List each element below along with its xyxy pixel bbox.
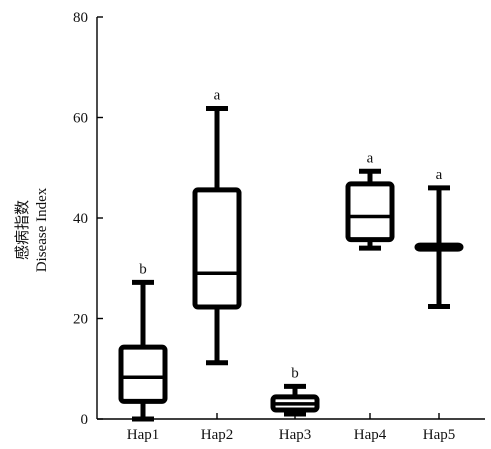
y-tick-label: 20 (73, 312, 88, 328)
x-tick-label: Hap5 (423, 427, 456, 443)
significance-label: a (436, 167, 443, 183)
y-axis-label-cn: 感病指数 (14, 200, 31, 260)
box-hap3 (270, 383, 320, 417)
x-tick-label: Hap4 (354, 427, 387, 443)
y-tick-label: 40 (73, 211, 88, 227)
significance-label: b (139, 261, 147, 277)
x-tick-label: Hap2 (201, 427, 234, 443)
box-hap4 (345, 168, 395, 251)
box-iqr (345, 181, 395, 243)
labels: 0 20 40 60 80 b Hap1 a Hap2 b Hap3 a Hap4 a Hap5 (73, 10, 455, 443)
significance-label: a (214, 87, 221, 103)
significance-label: a (367, 150, 374, 166)
box-hap2 (192, 105, 242, 366)
y-tick-label: 80 (73, 10, 88, 26)
box-iqr (192, 187, 242, 310)
box-hap5 (414, 185, 464, 309)
y-axis-label-en: Disease Index (34, 187, 50, 272)
x-tick-label: Hap1 (127, 427, 160, 443)
x-tick-label: Hap3 (279, 427, 312, 443)
y-tick-label: 60 (73, 111, 88, 127)
y-tick-label: 0 (81, 412, 89, 428)
boxes (118, 105, 464, 422)
box-hap1 (118, 279, 168, 422)
significance-label: b (291, 365, 299, 381)
axes (96, 16, 485, 420)
box-iqr (118, 344, 168, 404)
